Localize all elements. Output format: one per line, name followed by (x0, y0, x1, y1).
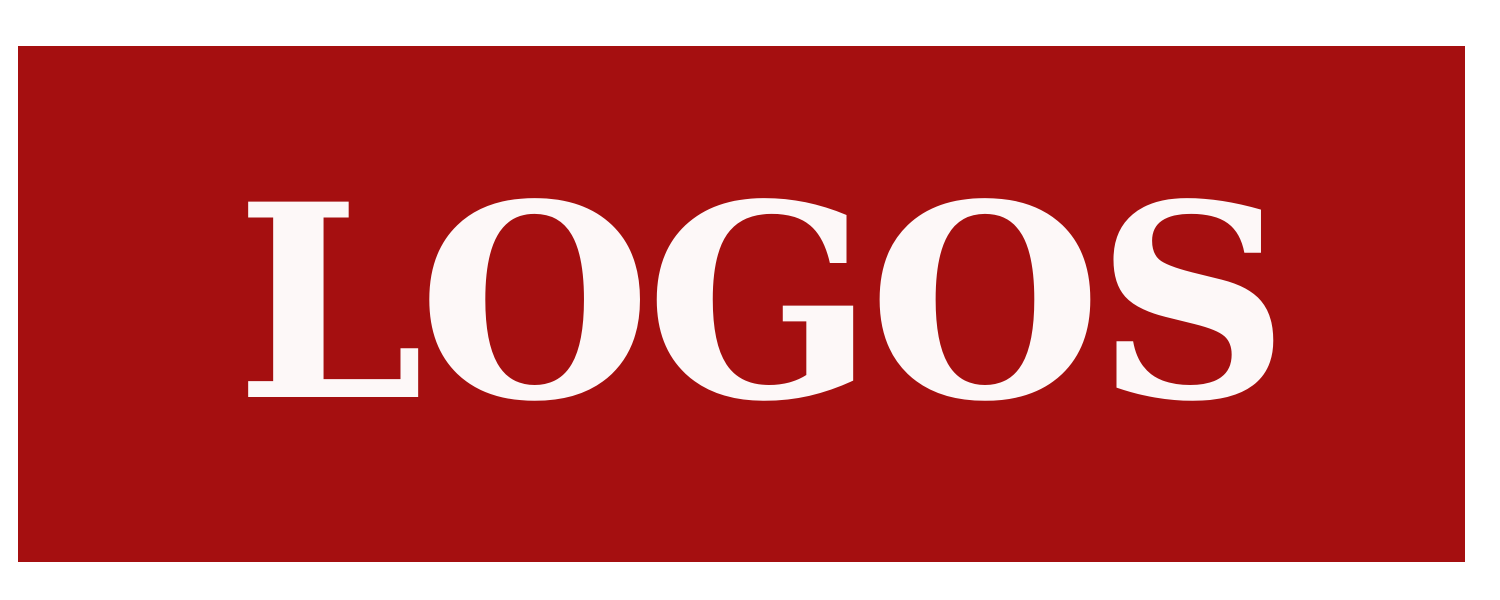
logo-banner: LOGOS (18, 46, 1465, 562)
logo-wordmark: LOGOS (235, 146, 1290, 461)
